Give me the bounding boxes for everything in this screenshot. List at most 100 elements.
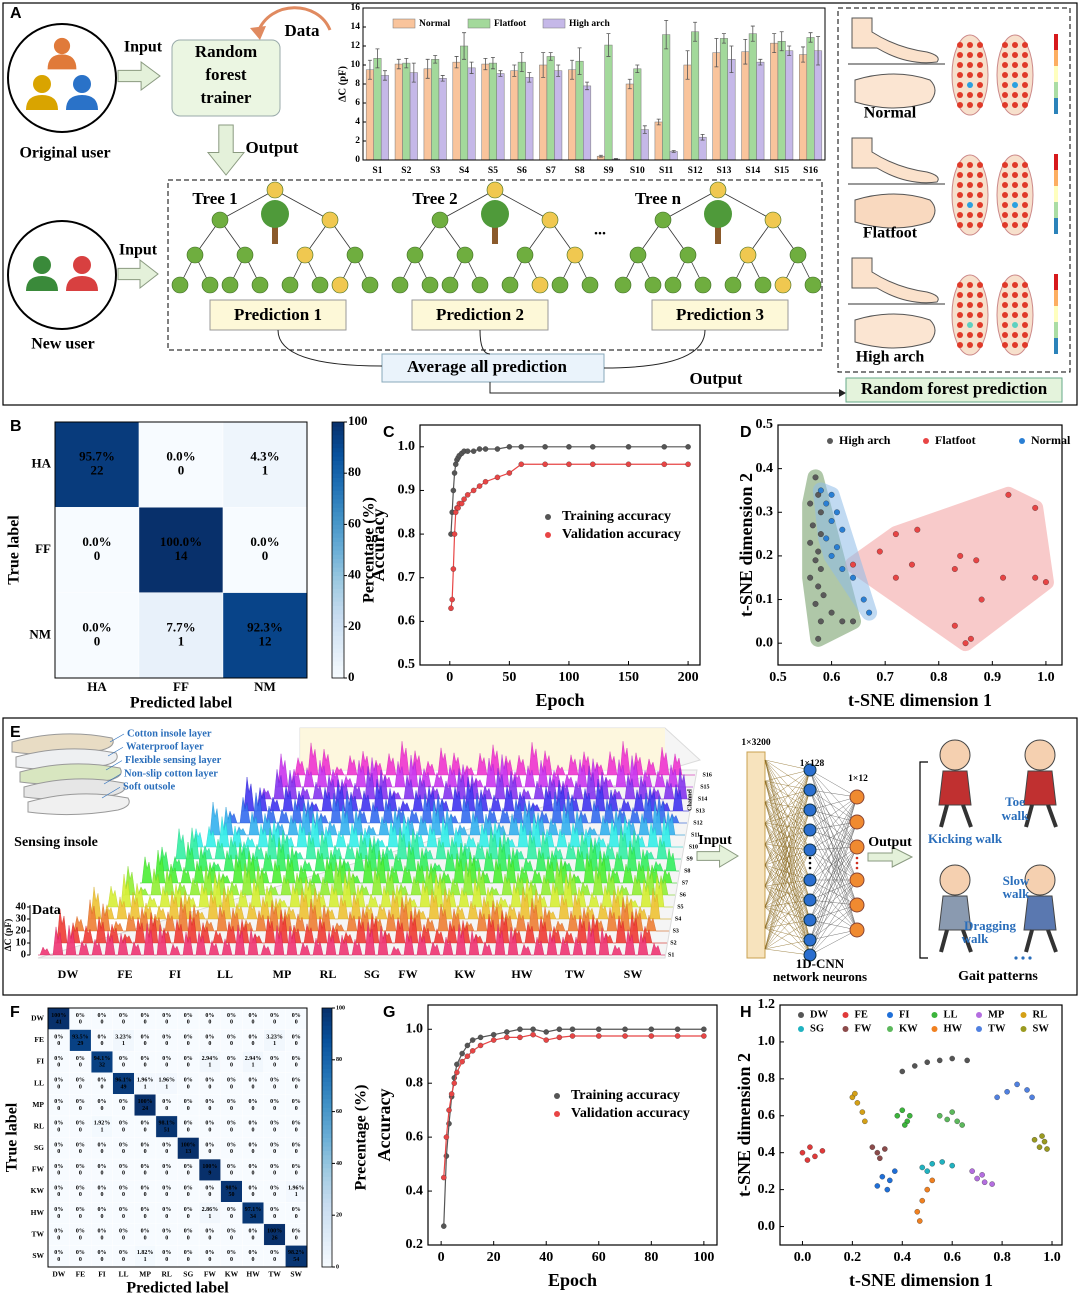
- label: Input: [119, 242, 158, 259]
- sensor-dot: [977, 292, 983, 298]
- error-bar-line: [367, 59, 372, 80]
- x-tick-label: S12: [688, 166, 703, 176]
- sensor-dot: [977, 322, 983, 328]
- bar: [662, 34, 671, 161]
- connection: [764, 769, 811, 824]
- tree-node: [516, 246, 534, 264]
- colorbar-segment: [322, 1133, 332, 1138]
- legend-label: High arch: [569, 19, 610, 29]
- colorbar-segment: [322, 1098, 332, 1104]
- neuron: [803, 823, 817, 837]
- cell-value-label: 0%: [119, 1099, 128, 1105]
- error-bar-line: [656, 118, 661, 126]
- colorbar-segment: [332, 665, 344, 670]
- legend-label: Flatfoot: [494, 19, 527, 29]
- cell-value-label: 0.0%: [82, 619, 111, 634]
- x-tick-label: 0: [446, 670, 453, 685]
- ellipsis-dot: [855, 866, 859, 870]
- point: [1041, 1138, 1048, 1145]
- prediction-box: [411, 299, 549, 331]
- legend-swatch: [392, 18, 416, 29]
- colorbar-frame: [321, 1007, 333, 1268]
- panel-label: C: [383, 424, 395, 441]
- cell-count: 0: [208, 1020, 211, 1026]
- tree-edge: [439, 189, 496, 221]
- cell-count: 0: [230, 1171, 233, 1177]
- y-category-label: NM: [29, 626, 51, 641]
- y-tick-label: 0: [355, 155, 360, 165]
- panel-label: B: [10, 418, 22, 435]
- sensor-dot: [1022, 102, 1028, 108]
- connection: [809, 879, 858, 956]
- cell-count: 0: [252, 1192, 255, 1198]
- axis-label: ΔC (pF): [3, 919, 14, 952]
- result-box: [845, 377, 1063, 403]
- sensor-dot: [967, 102, 973, 108]
- connection: [809, 821, 858, 941]
- cell-count: 0: [273, 1214, 276, 1220]
- channel-label: S16: [703, 772, 712, 778]
- cell-value-label: 95.7%: [79, 449, 115, 464]
- point: [1032, 574, 1039, 581]
- error-bar: [758, 58, 763, 66]
- point: [874, 1183, 881, 1189]
- ellipsis-dot: [1021, 956, 1025, 960]
- connection: [764, 843, 811, 956]
- point: [823, 535, 830, 542]
- bar: [814, 50, 823, 161]
- cell-count: 0: [262, 548, 269, 563]
- bar: [719, 38, 728, 161]
- cell-count: 0: [273, 1171, 276, 1177]
- connection: [809, 809, 858, 931]
- cell-value-label: 0%: [184, 1121, 193, 1127]
- y-category-label: LL: [34, 1078, 44, 1087]
- cell-count: 0: [187, 1192, 190, 1198]
- point: [625, 444, 632, 450]
- cell-count: 0: [57, 1063, 60, 1069]
- dc-tick-label: 0: [21, 949, 26, 960]
- legend-label: RL: [1033, 1009, 1048, 1020]
- connection: [809, 796, 858, 851]
- x-tick-label: 0: [438, 1250, 445, 1265]
- leader: [105, 760, 123, 771]
- point: [859, 1109, 866, 1115]
- point: [469, 1037, 476, 1043]
- label: Flatfoot: [863, 225, 918, 242]
- sensor-dot: [1022, 62, 1028, 68]
- error-bar: [519, 52, 524, 73]
- cell-count: 0: [57, 1192, 60, 1198]
- point: [701, 1033, 707, 1039]
- colorbar-tick-label: 20: [348, 618, 361, 633]
- connection: [809, 789, 858, 931]
- connection: [764, 822, 811, 831]
- legend-marker: [545, 532, 551, 538]
- point: [799, 1149, 806, 1156]
- legend-label: MP: [988, 1009, 1005, 1020]
- cell-value-label: 0%: [76, 1056, 85, 1062]
- tree-edge: [274, 189, 331, 221]
- connection: [809, 821, 858, 881]
- cell-value-label: 0%: [97, 1229, 106, 1235]
- cell-count: 0: [165, 1235, 168, 1241]
- error-bar-line: [462, 32, 467, 60]
- point: [518, 444, 525, 450]
- point: [954, 1118, 960, 1125]
- x-tick-label: 0.6: [823, 670, 841, 685]
- cell-count: 0: [144, 1214, 147, 1220]
- sensor-dot: [977, 162, 983, 168]
- cell-count: 0: [230, 1020, 233, 1026]
- connection: [809, 809, 858, 823]
- flow-line: [479, 329, 491, 355]
- cell-value-label: 0%: [162, 1250, 171, 1256]
- point: [879, 1173, 886, 1180]
- point: [815, 491, 822, 498]
- connection: [764, 899, 811, 908]
- point: [685, 444, 691, 450]
- bar: [423, 68, 432, 161]
- sensor-dot: [1022, 182, 1028, 188]
- error-bar: [425, 58, 430, 79]
- tree-node: [581, 276, 599, 294]
- colorbar-segment: [322, 1038, 332, 1044]
- colorbar-tick-label: 100: [336, 1005, 345, 1011]
- pattern-label: Kicking walk: [928, 831, 1003, 846]
